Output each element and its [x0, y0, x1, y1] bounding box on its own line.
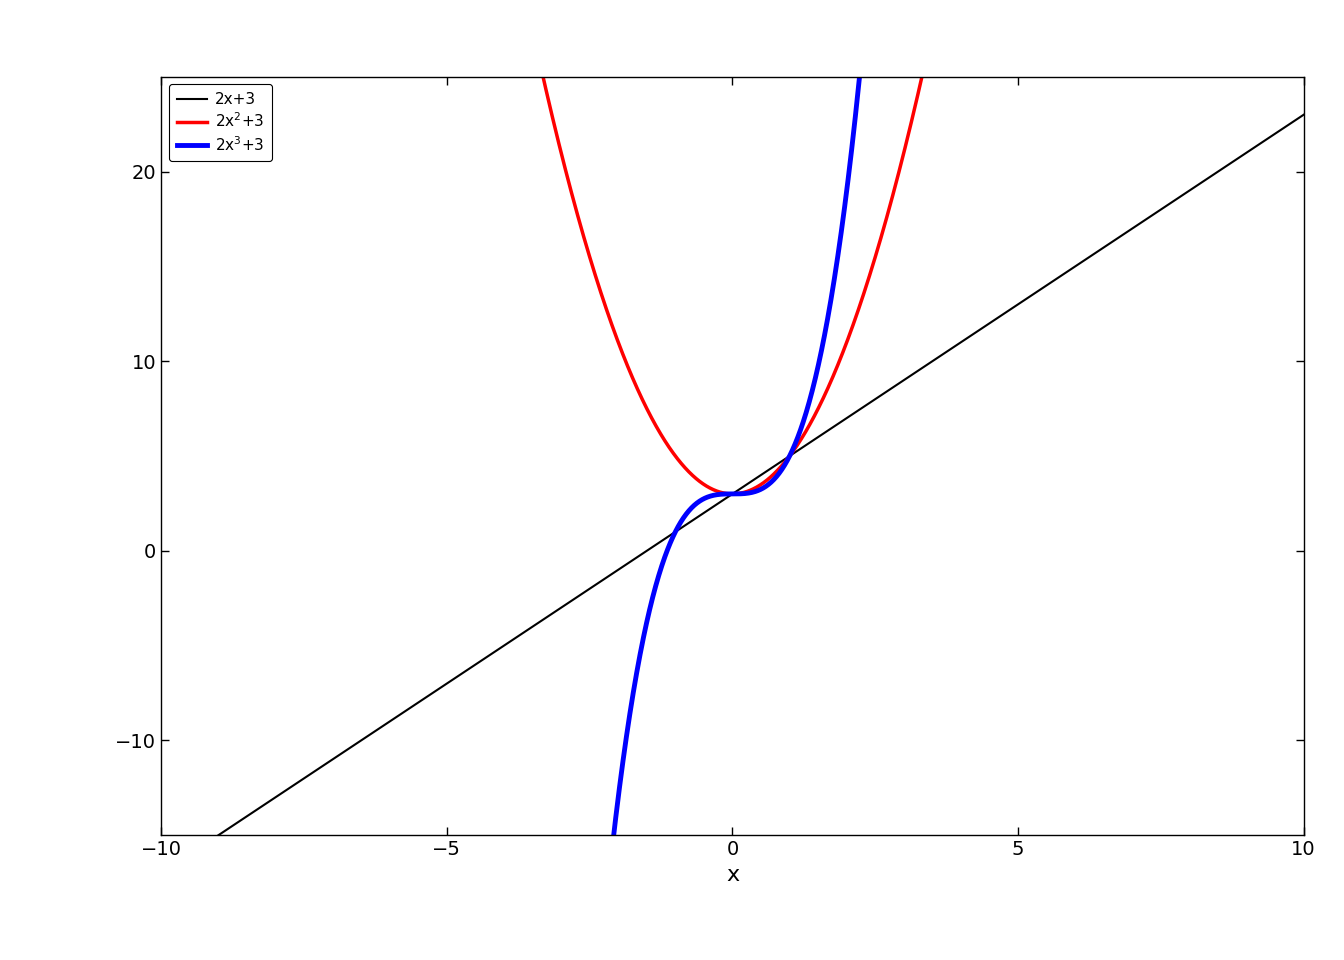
2x+3 [284, 780, 300, 792]
Line: 2x+3: 2x+3 [161, 114, 1304, 874]
2x+3 [641, 543, 657, 555]
2x$^3$+3 [641, 607, 657, 618]
2x$^2$+3 [591, 282, 607, 294]
X-axis label: x: x [726, 865, 739, 884]
Line: 2x$^2$+3: 2x$^2$+3 [161, 0, 1304, 493]
2x+3 [153, 868, 169, 879]
2x$^2$+3 [641, 407, 657, 419]
2x+3 [591, 577, 607, 588]
2x+3 [1296, 108, 1312, 120]
2x+3 [1273, 124, 1289, 135]
2x+3 [1150, 205, 1167, 217]
2x+3 [351, 736, 367, 748]
Line: 2x$^3$+3: 2x$^3$+3 [161, 0, 1304, 960]
Legend: 2x+3, 2x$^2$+3, 2x$^3$+3: 2x+3, 2x$^2$+3, 2x$^3$+3 [169, 84, 271, 161]
2x$^2$+3 [724, 488, 741, 499]
